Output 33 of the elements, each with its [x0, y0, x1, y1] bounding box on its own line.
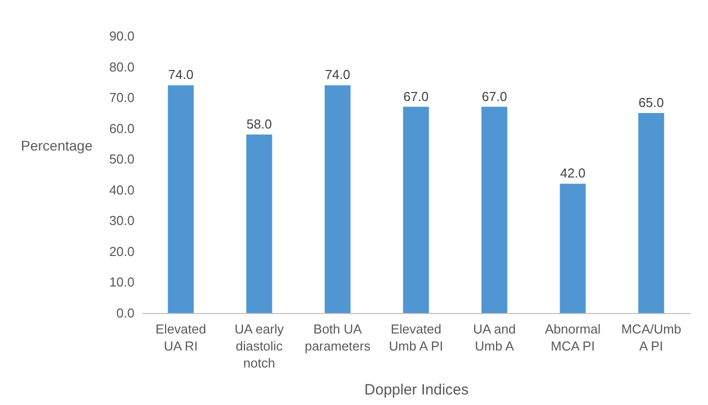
y-tick-label: 90.0	[109, 28, 134, 44]
x-tick-label: UA and Umb A	[473, 322, 516, 354]
bar	[638, 112, 664, 313]
bar	[560, 184, 586, 313]
y-tick-label: 20.0	[109, 244, 134, 259]
y-tick-label: 80.0	[109, 59, 134, 74]
bar	[246, 134, 272, 313]
y-tick-label: 70.0	[109, 90, 134, 106]
y-tick-label: 30.0	[109, 213, 134, 228]
data-label: 65.0	[638, 94, 664, 110]
bar	[168, 85, 194, 313]
x-tick-label: Abnormal MCA PI	[544, 322, 601, 354]
y-tick-label: 10.0	[109, 274, 134, 290]
data-label: 58.0	[246, 116, 272, 132]
y-tick-label: 40.0	[109, 182, 134, 198]
x-tick-label: UA early diastolic notch	[234, 322, 284, 370]
data-label: 42.0	[560, 166, 586, 181]
x-axis-title: Doppler Indices	[364, 382, 469, 398]
x-tick-label: MCA/Umb A PI	[621, 322, 682, 354]
data-label: 74.0	[324, 67, 350, 82]
y-tick-label: 0.0	[116, 306, 134, 320]
bar	[481, 106, 508, 313]
y-tick-label: 60.0	[109, 120, 134, 136]
x-tick-label: Elevated Umb A PI	[388, 322, 444, 354]
bar	[324, 85, 351, 313]
x-tick-label: Both UA parameters	[304, 322, 371, 354]
bar	[403, 106, 429, 313]
x-tick-label: Elevated UA RI	[156, 322, 206, 354]
data-label: 67.0	[482, 88, 508, 104]
data-label: 74.0	[168, 67, 194, 82]
y-tick-label: 50.0	[109, 152, 134, 167]
data-label: 67.0	[403, 88, 429, 104]
y-axis-title: Percentage	[20, 138, 93, 154]
